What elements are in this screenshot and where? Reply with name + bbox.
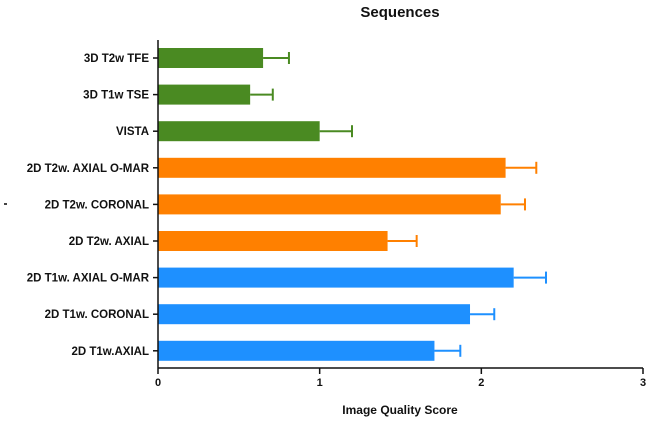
- axes-layer: 3D T2w TFE 3D T1w TSE VISTA 2D T2w. AXIAL O…: [27, 40, 646, 389]
- bars-layer: [158, 48, 547, 361]
- bar: [158, 340, 435, 361]
- bar: [158, 121, 320, 142]
- x-axis-title: Image Quality Score: [342, 403, 458, 417]
- bar: [158, 48, 264, 68]
- category-label: 2D T1w. CORONAL: [45, 309, 149, 321]
- x-tick-label: 0: [155, 377, 161, 389]
- x-tick-label: 1: [317, 377, 323, 389]
- bar: [158, 84, 251, 105]
- bar: [158, 267, 514, 288]
- bar: [158, 304, 471, 325]
- category-label: 3D T1w TSE: [83, 90, 149, 102]
- stray-mark: [4, 203, 7, 205]
- category-label: VISTA: [116, 126, 149, 138]
- category-label: 2D T1w.AXIAL: [71, 346, 149, 358]
- bar: [158, 231, 388, 251]
- category-label: 2D T2w. CORONAL: [45, 199, 149, 211]
- category-label: 2D T1w. AXIAL O-MAR: [27, 273, 150, 285]
- x-tick-label: 2: [478, 377, 484, 389]
- bar: [158, 194, 501, 215]
- category-label: 3D T2w TFE: [84, 53, 150, 65]
- bar: [158, 157, 506, 178]
- chart-title: Sequences: [360, 4, 439, 21]
- category-label: 2D T2w. AXIAL: [69, 236, 149, 248]
- category-label: 2D T2w. AXIAL O-MAR: [27, 163, 150, 175]
- x-tick-label: 3: [640, 377, 646, 389]
